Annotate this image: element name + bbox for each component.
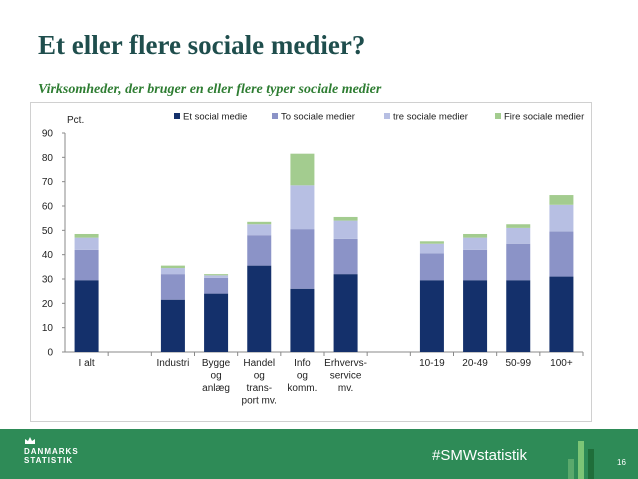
danmarks-statistik-logo: DANMARKS STATISTIK xyxy=(24,437,94,473)
slide-subtitle: Virksomheder, der bruger en eller flere … xyxy=(38,82,382,97)
bar-segment xyxy=(333,216,358,221)
bar-segment xyxy=(160,265,185,269)
bar-segment xyxy=(506,243,531,281)
bar-segment xyxy=(247,265,272,352)
bar-segment xyxy=(419,243,444,254)
bar-segment xyxy=(290,229,315,289)
bar-segment xyxy=(290,153,315,186)
x-tick-label: Erhvervs-service mv. xyxy=(324,358,367,394)
bar-segment xyxy=(204,275,229,278)
bar-segment xyxy=(204,274,229,276)
y-tick-label: 20 xyxy=(42,299,54,310)
legend-swatch xyxy=(272,113,278,119)
y-axis-label: Pct. xyxy=(67,115,84,126)
bar-segment xyxy=(160,274,185,300)
y-tick-label: 80 xyxy=(42,153,54,164)
logo-line-1: DANMARKS xyxy=(24,447,79,456)
decorative-bars-icon xyxy=(568,429,602,479)
bar-segment xyxy=(463,280,488,352)
footer-bar: DANMARKS STATISTIK #SMWstatistik 16 xyxy=(0,429,638,479)
y-tick-label: 30 xyxy=(42,275,54,286)
bar-segment xyxy=(549,204,574,232)
bar-segment xyxy=(463,249,488,281)
legend-label: Et social medie xyxy=(183,112,247,123)
x-tick-label: Info og komm. xyxy=(287,358,317,394)
y-tick-label: 10 xyxy=(42,323,54,334)
legend-label: Fire sociale medier xyxy=(504,112,584,123)
bar-segment xyxy=(463,237,488,250)
page-number: 16 xyxy=(617,458,626,467)
bar-segment xyxy=(160,299,185,352)
x-tick-label: Industri xyxy=(157,358,190,369)
legend-label: tre sociale medier xyxy=(393,112,468,123)
crown-icon xyxy=(25,437,35,444)
bar-segment xyxy=(419,253,444,281)
bar-segment xyxy=(549,195,574,205)
bar-segment xyxy=(204,293,229,352)
x-tick-label: 100+ xyxy=(550,358,573,369)
slide-title: Et eller flere sociale medier? xyxy=(38,30,366,60)
bar-segment xyxy=(333,238,358,275)
y-tick-label: 90 xyxy=(42,129,54,140)
x-tick-label: 20-49 xyxy=(462,358,488,369)
bar-segment xyxy=(419,241,444,244)
x-tick-label: I alt xyxy=(79,358,95,369)
y-tick-label: 60 xyxy=(42,202,54,213)
bar-segment xyxy=(74,237,99,250)
x-tick-label: 10-19 xyxy=(419,358,445,369)
bar-segment xyxy=(290,185,315,230)
bar-segment xyxy=(333,274,358,352)
bar-segment xyxy=(247,221,272,225)
x-tick-label: 50-99 xyxy=(505,358,531,369)
bar-segment xyxy=(506,280,531,352)
bar-segment xyxy=(204,277,229,294)
legend-swatch xyxy=(495,113,501,119)
stacked-bar-chart: 0 10 20 30 40 50 60 70 80 90 Pct. I alt Industri Bygg… xyxy=(42,112,584,407)
bar-segment xyxy=(506,227,531,244)
x-tick-label: Bygge og anlæg xyxy=(202,358,231,394)
bar-segment xyxy=(74,249,99,281)
x-tick-label: Handel og trans-port mv. xyxy=(242,358,277,407)
y-tick-label: 50 xyxy=(42,226,54,237)
y-tick-label: 40 xyxy=(42,250,54,261)
logo-line-2: STATISTIK xyxy=(24,456,74,465)
hashtag-label: #SMWstatistik xyxy=(432,447,528,464)
bar-segment xyxy=(333,220,358,239)
bar-segment xyxy=(419,280,444,352)
bar-segment xyxy=(247,224,272,236)
bar-segment xyxy=(74,233,99,238)
legend-swatch xyxy=(174,113,180,119)
bar-segment xyxy=(549,276,574,352)
y-tick-label: 70 xyxy=(42,177,54,188)
legend-label: To sociale medier xyxy=(281,112,355,123)
y-tick-label: 0 xyxy=(47,348,53,359)
bar-segment xyxy=(506,224,531,228)
bar-segment xyxy=(247,235,272,266)
bar-segment xyxy=(290,288,315,352)
bar-segment xyxy=(549,231,574,277)
legend-swatch xyxy=(384,113,390,119)
bar-segment xyxy=(160,268,185,275)
bar-segment xyxy=(463,233,488,238)
chart-container: 0 10 20 30 40 50 60 70 80 90 Pct. I alt Industri Bygg… xyxy=(30,102,592,422)
bar-segment xyxy=(74,280,99,352)
